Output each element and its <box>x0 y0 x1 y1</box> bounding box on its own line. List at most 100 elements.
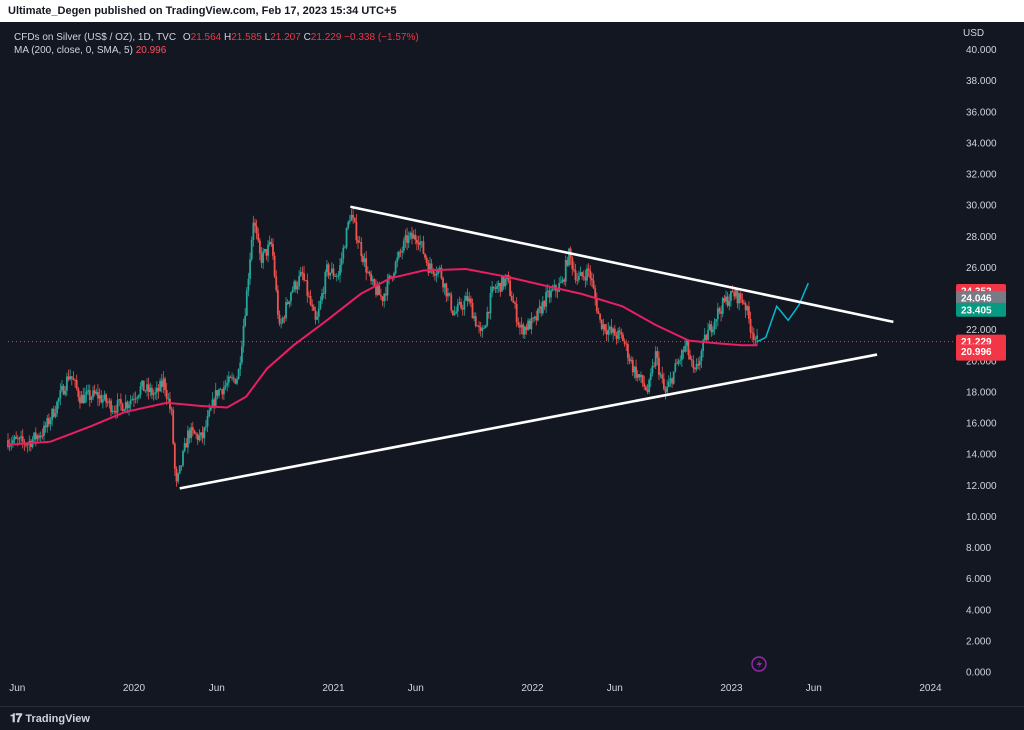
candle <box>311 299 314 312</box>
y-tick-label: 34.000 <box>966 138 997 149</box>
legend-ma-row: MA (200, close, 0, SMA, 5) 20.996 <box>14 44 419 57</box>
legend-ohlc-row: CFDs on Silver (US$ / OZ), 1D, TVC O21.5… <box>14 31 419 44</box>
candle <box>476 324 479 327</box>
candle <box>600 319 603 331</box>
candle <box>468 291 471 305</box>
candle <box>39 431 42 443</box>
candle <box>65 372 68 397</box>
candle <box>497 280 500 293</box>
candle <box>342 244 345 264</box>
y-tick-label: 12.000 <box>966 481 997 492</box>
candle <box>249 252 251 286</box>
candle <box>142 380 145 392</box>
candle <box>458 296 461 306</box>
candle <box>692 355 695 373</box>
candle <box>72 371 75 381</box>
y-tick-label: 0.000 <box>966 668 991 679</box>
candle <box>566 256 569 267</box>
candle <box>370 270 372 285</box>
candle <box>610 319 613 335</box>
candle <box>43 420 45 441</box>
candle <box>635 359 637 382</box>
candle <box>344 245 346 249</box>
candle <box>641 374 644 387</box>
candle <box>265 248 268 261</box>
candle <box>177 472 180 484</box>
candle <box>113 405 116 415</box>
candle <box>754 336 757 346</box>
x-tick-label: Jun <box>607 683 623 694</box>
candle <box>38 432 40 441</box>
tradingview-logo[interactable]: 𝟏𝟕 TradingView <box>10 711 90 726</box>
price-tag-value: 21.229 <box>961 337 992 348</box>
candle <box>74 378 76 388</box>
trendline[interactable] <box>179 353 878 490</box>
price-chart[interactable]: 0.000 2.000 4.000 6.000 8.000 10.000 12.000 14.… <box>0 22 1024 706</box>
candle <box>106 398 109 407</box>
candle <box>744 301 747 318</box>
candle <box>409 231 412 240</box>
axis-currency-label: USD <box>963 28 984 39</box>
candle <box>658 351 660 381</box>
candle <box>357 236 359 249</box>
candle <box>723 294 726 304</box>
candle <box>577 270 580 283</box>
candle <box>594 285 597 306</box>
x-tick-label: Jun <box>209 683 225 694</box>
candle <box>195 431 197 439</box>
candle <box>393 271 395 281</box>
candle <box>573 261 575 273</box>
candle <box>509 275 512 297</box>
candle <box>607 322 610 343</box>
candle <box>239 356 242 376</box>
candle <box>262 247 265 270</box>
candle <box>290 291 292 307</box>
candle <box>512 293 515 304</box>
candle <box>589 265 592 286</box>
candle <box>646 384 649 395</box>
candle <box>726 291 729 308</box>
low-value: 21.207 <box>270 32 301 43</box>
candle <box>88 384 91 407</box>
candle <box>154 387 157 400</box>
candle <box>591 272 593 287</box>
candle <box>666 379 669 395</box>
candle <box>23 438 26 452</box>
candle <box>640 371 642 383</box>
chart-area[interactable]: 0.000 2.000 4.000 6.000 8.000 10.000 12.000 14.… <box>0 22 1024 706</box>
candle <box>198 429 201 442</box>
candle <box>172 406 175 446</box>
price-tag-value: 23.405 <box>961 305 992 316</box>
ma-label: MA (200, close, 0, SMA, 5) <box>14 45 133 56</box>
candle <box>491 281 494 298</box>
candle <box>383 292 386 308</box>
candle <box>581 271 583 280</box>
candle <box>530 312 533 335</box>
candle <box>247 272 250 297</box>
candle <box>677 358 680 367</box>
candle <box>579 266 582 277</box>
candle <box>167 393 170 403</box>
ma-200-line <box>7 267 758 446</box>
candle <box>671 377 673 388</box>
candle <box>569 246 572 266</box>
candle <box>97 384 99 407</box>
projection-path[interactable] <box>756 282 809 343</box>
candle <box>15 431 18 439</box>
candle <box>417 235 420 250</box>
candle <box>559 275 562 284</box>
footer-bar: 𝟏𝟕 TradingView <box>0 706 1024 730</box>
lightning-icon[interactable] <box>751 656 767 672</box>
candle <box>80 391 83 404</box>
trendline[interactable] <box>350 205 894 324</box>
candle <box>689 349 691 360</box>
close-value: 21.229 <box>310 32 342 43</box>
candle <box>427 259 430 276</box>
candle <box>131 395 134 401</box>
candle <box>180 465 183 471</box>
candle <box>487 311 490 319</box>
candle <box>519 321 521 335</box>
candle <box>626 342 629 365</box>
candle <box>474 312 477 328</box>
candle <box>535 310 538 326</box>
